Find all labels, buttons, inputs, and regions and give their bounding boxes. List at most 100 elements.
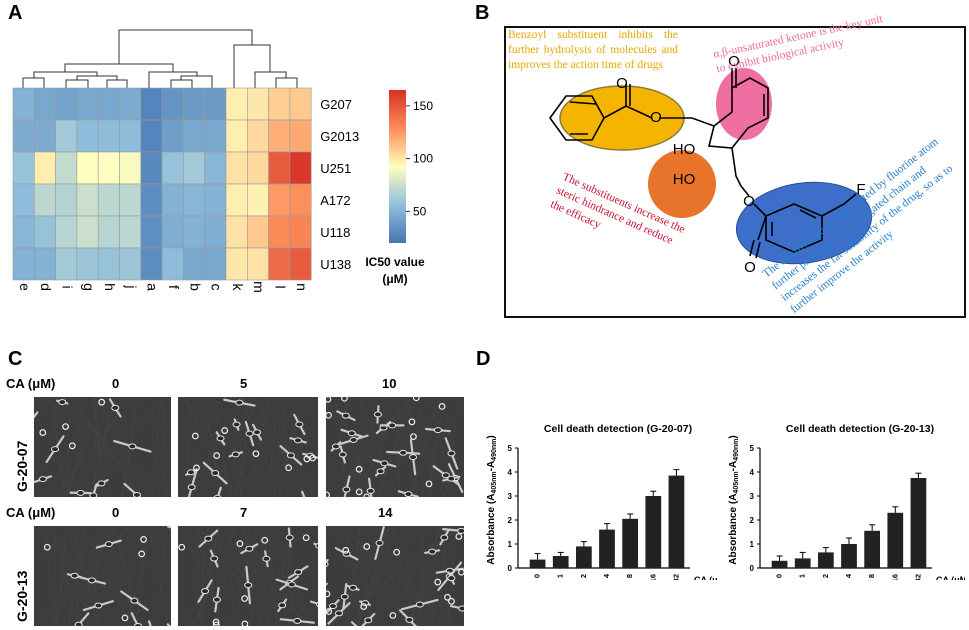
background-streak bbox=[376, 397, 414, 497]
background-streak bbox=[209, 526, 311, 626]
round-cell bbox=[408, 418, 416, 426]
heatmap-cell bbox=[33, 183, 56, 217]
round-cell bbox=[285, 464, 293, 472]
round-cell bbox=[444, 593, 451, 601]
round-cell bbox=[393, 548, 401, 556]
background-streak bbox=[351, 526, 398, 626]
background-streak bbox=[329, 526, 411, 626]
background-streak bbox=[180, 397, 223, 497]
cell-body bbox=[315, 542, 318, 549]
round-cell bbox=[140, 536, 147, 543]
background-streak bbox=[65, 397, 103, 497]
background-streak bbox=[339, 397, 412, 497]
cell-body bbox=[335, 610, 344, 617]
cell-body bbox=[399, 449, 408, 456]
colorbar-tick-label: 50 bbox=[413, 204, 427, 218]
y-tick-label: 1 bbox=[750, 540, 755, 549]
bar-chart-g2013: Cell death detection (G-20-13) 0 1 2 3 4 5 Abso… bbox=[728, 423, 965, 580]
background-streak bbox=[243, 526, 254, 626]
background-streak bbox=[81, 526, 131, 626]
heatmap-cell bbox=[12, 183, 35, 217]
heatmap-cell bbox=[225, 183, 248, 217]
cell-body bbox=[349, 584, 358, 591]
cell-body bbox=[347, 430, 356, 437]
heatmap-cell bbox=[247, 215, 269, 249]
background-streak bbox=[267, 397, 279, 497]
background-streak bbox=[203, 397, 221, 497]
heatmap-cell bbox=[204, 151, 227, 185]
heatmap-cell bbox=[247, 87, 269, 121]
x-tick-label: 32 bbox=[913, 574, 922, 580]
legend-unit: (μM) bbox=[382, 272, 407, 286]
background-streak bbox=[232, 397, 270, 497]
round-cell bbox=[355, 488, 363, 496]
cell-body bbox=[457, 527, 464, 534]
background-streak bbox=[136, 526, 149, 626]
cell-body bbox=[331, 443, 340, 450]
background-streak bbox=[327, 397, 361, 497]
background-streak bbox=[356, 526, 375, 626]
heatmap-cell bbox=[140, 119, 163, 153]
background-streak bbox=[40, 397, 91, 497]
round-cell bbox=[326, 590, 331, 598]
background-streak bbox=[72, 397, 142, 497]
background-streak bbox=[341, 526, 422, 626]
background-streak bbox=[71, 526, 102, 626]
y-tick-label: 5 bbox=[750, 444, 755, 453]
background-streak bbox=[225, 526, 260, 626]
background-streak bbox=[377, 397, 454, 497]
background-streak bbox=[337, 397, 369, 497]
background-streak bbox=[345, 526, 430, 626]
background-streak bbox=[122, 397, 128, 497]
heatmap-cell bbox=[76, 215, 99, 249]
x-tick-label: 1 bbox=[556, 574, 565, 578]
cell-body bbox=[328, 603, 337, 610]
background-streak bbox=[55, 397, 127, 497]
pink-highlight bbox=[716, 68, 772, 140]
background-streak bbox=[344, 526, 362, 626]
cell-body bbox=[447, 450, 456, 457]
background-streak bbox=[39, 526, 143, 626]
heatmap-cell bbox=[204, 119, 227, 153]
heatmap-cell bbox=[55, 119, 78, 153]
bar bbox=[817, 552, 834, 568]
round-cell bbox=[389, 612, 397, 619]
round-cell bbox=[261, 536, 269, 544]
background-streak bbox=[52, 397, 65, 497]
cell-line-label-row1: G-20-07 bbox=[14, 440, 30, 492]
cell-body bbox=[104, 541, 113, 548]
round-cell bbox=[241, 595, 248, 602]
background-streak bbox=[193, 526, 237, 626]
round-cell bbox=[438, 402, 446, 410]
background-streak bbox=[187, 526, 294, 626]
background-streak bbox=[48, 526, 81, 626]
background-streak bbox=[151, 397, 167, 497]
background-streak bbox=[333, 397, 401, 497]
panel-letter-c: C bbox=[8, 348, 23, 370]
background-streak bbox=[328, 397, 369, 497]
heatmap-row-label: G207 bbox=[320, 97, 352, 112]
background-streak bbox=[196, 397, 289, 497]
background-streak bbox=[355, 397, 405, 497]
background-streak bbox=[72, 397, 127, 497]
atom-o-carbonyl2: O bbox=[744, 259, 756, 276]
structure-box bbox=[504, 26, 966, 318]
background-streak bbox=[66, 397, 71, 497]
background-streak bbox=[199, 526, 220, 626]
round-cell bbox=[326, 411, 332, 419]
cell-body bbox=[366, 487, 375, 494]
background-streak bbox=[181, 526, 227, 626]
cell-body bbox=[380, 460, 389, 467]
heatmap-cell bbox=[183, 247, 205, 281]
atom-o-ester2: O bbox=[743, 193, 755, 210]
cell-body bbox=[361, 600, 370, 607]
y-tick-label: 4 bbox=[508, 468, 513, 477]
background-streak bbox=[227, 526, 235, 626]
background-streak bbox=[431, 526, 438, 626]
background-streak bbox=[115, 526, 129, 626]
cell-body bbox=[316, 601, 318, 607]
heatmap-cell bbox=[161, 215, 184, 249]
y-tick-label: 2 bbox=[750, 516, 755, 525]
round-cell bbox=[455, 533, 463, 540]
heatmap-cell bbox=[247, 183, 269, 217]
